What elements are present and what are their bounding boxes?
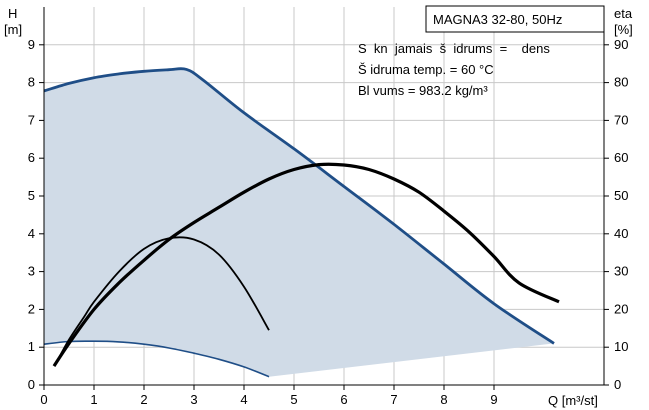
y-left-tick-label: 1 <box>28 339 35 354</box>
y-left-tick-label: 9 <box>28 37 35 52</box>
x-tick-label: 3 <box>190 392 197 407</box>
y-right-tick-label: 60 <box>614 150 628 165</box>
x-axis-label: Q [m³/st] <box>548 393 598 408</box>
x-tick-label: 7 <box>390 392 397 407</box>
y-right-tick-label: 40 <box>614 226 628 241</box>
y-right-label-line1: eta <box>614 6 633 21</box>
y-right-tick-label: 90 <box>614 37 628 52</box>
y-left-tick-label: 5 <box>28 188 35 203</box>
y-left-label-line1: H <box>8 6 17 21</box>
y-right-tick-label: 80 <box>614 75 628 90</box>
y-left-tick-label: 8 <box>28 75 35 90</box>
y-right-tick-label: 10 <box>614 339 628 354</box>
chart-title: MAGNA3 32-80, 50Hz <box>433 12 562 27</box>
y-left-tick-label: 2 <box>28 301 35 316</box>
chart-info-panel: MAGNA3 32-80, 50Hz S kn jamais š idrums … <box>358 6 604 98</box>
y-right-tick-label: 0 <box>614 377 621 392</box>
x-tick-label: 8 <box>440 392 447 407</box>
x-tick-label: 0 <box>40 392 47 407</box>
y-left-tick-label: 6 <box>28 150 35 165</box>
y-right-label-line2: [%] <box>614 22 633 37</box>
x-tick-label: 5 <box>290 392 297 407</box>
y-right-tick-label: 70 <box>614 112 628 127</box>
y-right-tick-label: 20 <box>614 301 628 316</box>
y-left-tick-label: 7 <box>28 112 35 127</box>
info-line-1: S kn jamais š idrums = dens <box>358 41 550 56</box>
y-right-tick-label: 50 <box>614 188 628 203</box>
x-tick-label: 2 <box>140 392 147 407</box>
info-line-2: Š idruma temp. = 60 °C <box>358 62 494 77</box>
x-tick-label: 4 <box>240 392 247 407</box>
y-right-tick-label: 30 <box>614 264 628 279</box>
y-left-label-line2: [m] <box>4 22 22 37</box>
info-line-3: Bl vums = 983.2 kg/m³ <box>358 83 488 98</box>
x-tick-label: 6 <box>340 392 347 407</box>
operating-envelope-area <box>44 69 554 376</box>
y-left-tick-label: 0 <box>28 377 35 392</box>
y-left-tick-label: 3 <box>28 264 35 279</box>
y-left-tick-label: 4 <box>28 226 35 241</box>
x-tick-label: 1 <box>90 392 97 407</box>
x-tick-label: 9 <box>490 392 497 407</box>
